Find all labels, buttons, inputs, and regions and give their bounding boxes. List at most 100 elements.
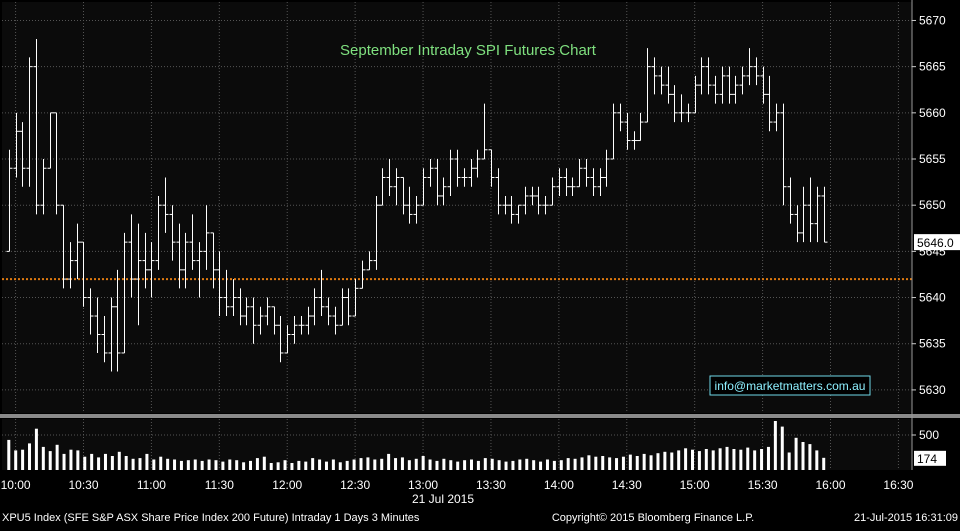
volume-bar: [697, 451, 701, 470]
ohlc-bar: [515, 204, 522, 224]
volume-bar: [48, 451, 52, 470]
panel-separator: [0, 414, 960, 418]
volume-bar: [138, 458, 142, 470]
volume-bar: [794, 437, 798, 470]
ohlc-bar: [529, 186, 536, 206]
price-tick-label: 5665: [919, 60, 946, 74]
time-tick-label: 11:30: [205, 478, 234, 492]
ohlc-bar: [413, 195, 420, 224]
volume-bar: [145, 453, 149, 470]
time-tick-label: 16:00: [815, 478, 845, 492]
volume-bar: [490, 458, 494, 470]
ohlc-bar: [332, 306, 339, 335]
volume-bar: [663, 451, 667, 470]
volume-bar: [615, 458, 619, 470]
volume-bar: [463, 460, 467, 470]
ohlc-bar: [298, 316, 305, 335]
volume-bar: [504, 461, 508, 470]
ohlc-bar: [373, 195, 380, 270]
volume-bar: [476, 460, 480, 470]
ohlc-bar: [563, 168, 570, 196]
ohlc-bar: [447, 149, 454, 196]
volume-bar: [559, 460, 563, 470]
ohlc-bar: [631, 131, 638, 150]
volume-bar: [746, 447, 750, 470]
volume-bar: [470, 459, 474, 470]
volume-bar: [297, 460, 301, 470]
ohlc-bar: [325, 297, 332, 326]
volume-bar: [166, 458, 170, 470]
ohlc-bar: [549, 177, 556, 206]
ohlc-bar: [739, 66, 746, 95]
volume-bar: [580, 457, 584, 470]
volume-bar: [21, 449, 25, 470]
ohlc-bar: [468, 159, 475, 187]
time-tick-label: 10:30: [68, 478, 98, 492]
ohlc-bar: [780, 103, 787, 206]
volume-bar: [822, 457, 826, 470]
ohlc-bar: [250, 297, 257, 344]
volume-bar: [656, 453, 660, 470]
ohlc-bar: [291, 316, 298, 344]
ohlc-bar: [597, 168, 604, 196]
volume-bar: [690, 449, 694, 470]
watermark-text: info@marketmatters.com.au: [715, 379, 866, 393]
ohlc-bar: [617, 103, 624, 132]
volume-bar: [642, 453, 646, 470]
ohlc-bar: [108, 297, 115, 372]
ohlc-bar: [732, 75, 739, 104]
price-tick-label: 5630: [919, 383, 946, 397]
volume-bar: [608, 457, 612, 470]
date-label: 21 Jul 2015: [412, 492, 474, 506]
volume-bar: [677, 450, 681, 470]
volume-bar: [380, 458, 384, 470]
ohlc-bar: [230, 279, 237, 317]
price-tick-label: 5655: [919, 152, 946, 166]
ohlc-bar: [556, 168, 563, 196]
volume-bar: [352, 459, 356, 470]
volume-bar: [739, 449, 743, 470]
time-tick-label: 13:00: [408, 478, 438, 492]
volume-bar: [566, 458, 570, 470]
ohlc-bar: [522, 186, 529, 215]
time-tick-label: 15:30: [748, 478, 778, 492]
ohlc-bar: [257, 306, 264, 335]
time-tick-label: 12:00: [272, 478, 302, 492]
volume-bar: [421, 456, 425, 470]
ohlc-bar: [155, 195, 162, 270]
volume-bar: [242, 462, 246, 470]
volume-bar: [442, 458, 446, 470]
ohlc-bar: [386, 159, 393, 196]
ohlc-bar: [216, 251, 223, 317]
ohlc-bar: [766, 75, 773, 132]
volume-bar: [601, 456, 605, 470]
volume-bar: [41, 446, 45, 470]
time-tick-label: 10:00: [1, 478, 31, 492]
volume-panel: [2, 419, 912, 470]
volume-bar: [387, 453, 391, 470]
ohlc-bar: [508, 195, 515, 224]
ohlc-bar: [644, 48, 651, 123]
ohlc-bar: [542, 195, 549, 215]
ohlc-bar: [264, 297, 271, 326]
ohlc-bar: [773, 103, 780, 132]
ohlc-bar: [223, 269, 230, 317]
ohlc-bar: [53, 112, 60, 215]
volume-bar: [587, 455, 591, 470]
ohlc-bar: [243, 297, 250, 326]
volume-bar: [456, 461, 460, 470]
last-volume-label: 174: [917, 452, 937, 466]
volume-bar: [594, 456, 598, 470]
ohlc-bar: [345, 288, 352, 326]
volume-bar: [400, 457, 404, 470]
ohlc-bar: [189, 214, 196, 270]
ohlc-bar: [47, 112, 54, 169]
volume-bar: [718, 448, 722, 470]
volume-bar: [725, 446, 729, 470]
volume-bar: [14, 450, 18, 470]
ohlc-bar: [311, 288, 318, 326]
ohlc-bar: [26, 57, 33, 187]
volume-bar: [787, 452, 791, 470]
volume-bar: [801, 442, 805, 470]
ohlc-bar: [583, 159, 590, 187]
